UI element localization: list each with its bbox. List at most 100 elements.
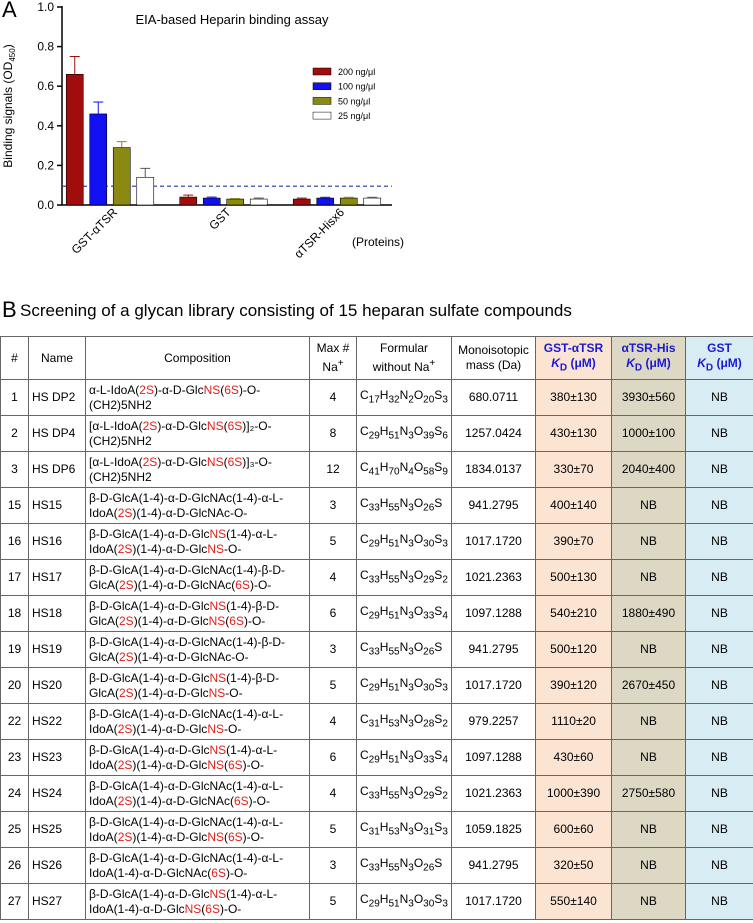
id-cell: 17 (0, 559, 29, 596)
kd-cell: 2750±580 (611, 775, 686, 812)
formula-count: 9 (442, 466, 448, 478)
formula-cell: C29H51N3O30S3 (356, 883, 452, 920)
formula-element: O (413, 891, 424, 906)
max-na-cell: 6 (309, 595, 357, 632)
formula-element: C (360, 639, 369, 654)
formula-count: 30 (423, 898, 435, 910)
mass-cell: 1059.1825 (451, 811, 536, 848)
header-sub: D (634, 362, 643, 374)
composition-text: (1-4)-α-L-IdoA( (89, 742, 278, 772)
formula-element: C (360, 855, 369, 870)
sulfation: 6S (224, 382, 239, 397)
composition-cell: β-D-GlcA(1-4)-α-D-GlcNS(1-4)-β-D-GlcA(2S… (85, 595, 310, 632)
formula-count: 26 (423, 646, 435, 658)
composition-text: )(1-4)-α-D-Glc (132, 541, 208, 556)
x-tick-label: αTSR-Hisx6 (291, 205, 347, 261)
mass-cell: 1021.2363 (451, 775, 536, 812)
kd-cell: 2040±400 (611, 451, 686, 488)
composition-text: β-D-GlcA(1-4)-α-D-Glc (89, 526, 210, 541)
id-cell: 18 (0, 595, 29, 632)
formula-element: O (413, 423, 424, 438)
sulfation: 2S (119, 577, 134, 592)
sulfation: 2S (142, 454, 158, 469)
sulfation: NS (208, 685, 226, 700)
composition-text: )]₃-O-(CH2)5NH2 (89, 454, 272, 484)
formula-count: 3 (442, 898, 448, 910)
formula-element: H (379, 567, 389, 582)
table-row: 20 HS20 β-D-GlcA(1-4)-α-D-GlcNS(1-4)-β-D-G… (0, 667, 753, 704)
composition-text: )(1-4)-α-D-Glc (132, 721, 208, 736)
formula-element: S (434, 675, 443, 690)
formula-element: H (379, 747, 389, 762)
composition-text: )(1-4)-α-D-GlcNAc( (132, 793, 234, 808)
id-cell: 2 (0, 415, 29, 452)
table-row: 27 HS27 β-D-GlcA(1-4)-α-D-GlcNS(1-4)-α-L-I… (0, 883, 753, 920)
header-cell: # (0, 336, 29, 380)
name-cell: HS25 (28, 811, 86, 848)
formula-count: 33 (368, 862, 380, 874)
formula-cell: C17H32N2O20S3 (356, 379, 452, 416)
max-na-cell: 8 (309, 415, 357, 452)
formula-element: C (360, 603, 369, 618)
sulfation: 2S (117, 829, 133, 844)
table: # Name Composition Max # Na+ Formular withou… (0, 336, 753, 920)
formula-element: C (360, 675, 369, 690)
name-cell: HS22 (28, 703, 86, 740)
formula-count: 3 (408, 430, 414, 442)
composition-cell: [α-L-IdoA(2S)-α-D-GlcNS(6S)]₃-O-(CH2)5NH… (85, 451, 310, 488)
y-tick-label: 0.2 (37, 158, 54, 172)
name-cell: HS18 (28, 595, 86, 632)
legend-label: 100 ng/μl (338, 82, 375, 92)
formula-count: 29 (368, 754, 380, 766)
formula-element: O (413, 495, 424, 510)
formula-count: 53 (388, 718, 400, 730)
kd-cell: 550±140 (535, 883, 612, 920)
sulfation: NS (203, 382, 221, 397)
kd-cell: NB (685, 451, 753, 488)
header-cell: GST KD (μM) (685, 336, 753, 380)
formula-count: 33 (368, 502, 380, 514)
mass-cell: 941.2795 (451, 631, 536, 668)
formula-element: N (399, 711, 409, 726)
formula-element: H (379, 495, 389, 510)
name-cell: HS DP6 (28, 451, 86, 488)
formula-count: 29 (368, 538, 380, 550)
bar (316, 197, 335, 206)
header-cell: Formular without Na+ (356, 336, 452, 380)
sulfation: 2S (119, 685, 134, 700)
sulfation: NS (184, 901, 202, 916)
error-bar (140, 167, 151, 178)
kd-cell: NB (611, 883, 686, 920)
header-cell: Max # Na+ (309, 336, 357, 380)
composition-text: )-O- (243, 613, 266, 628)
formula-element: N (399, 567, 409, 582)
composition-cell: β-D-GlcA(1-4)-α-D-GlcNAc(1-4)-β-D-GlcA(2… (85, 559, 310, 596)
formula-cell: C33H55N3O26S (356, 487, 452, 524)
kd-cell: 320±50 (535, 847, 612, 884)
error-bar (230, 197, 241, 200)
composition-text: β-D-GlcA(1-4)-α-D-GlcNAc(1-4)-α-L-IdoA( (89, 490, 284, 520)
sulfation: 6S (227, 418, 243, 433)
sulfation: 2S (142, 418, 158, 433)
formula-element: N (399, 495, 409, 510)
mass-cell: 979.2257 (451, 703, 536, 740)
formula-element: S (434, 891, 443, 906)
composition-text: ( (223, 757, 228, 772)
sulfation: 2S (117, 505, 133, 520)
mass-cell: 1834.0137 (451, 451, 536, 488)
composition-text: )(1-4)-α-D-GlcNAc( (133, 577, 236, 592)
name-cell: HS23 (28, 739, 86, 776)
formula-element: C (360, 891, 369, 906)
formula-element: O (413, 747, 424, 762)
sulfation: 6S (229, 613, 244, 628)
table-row: 17 HS17 β-D-GlcA(1-4)-α-D-GlcNAc(1-4)-β-D-… (0, 559, 753, 596)
kd-cell: 330±70 (535, 451, 612, 488)
composition-text: β-D-GlcA(1-4)-α-D-GlcNAc(1-4)-α-L-IdoA(1… (89, 850, 284, 880)
formula-cell: C29H51N3O33S4 (356, 595, 452, 632)
composition-text: (1-4)-β-D-GlcA( (89, 670, 280, 700)
formula-cell: C31H53N3O28S2 (356, 703, 452, 740)
kd-cell: 380±130 (535, 379, 612, 416)
formula-count: 32 (388, 394, 400, 406)
formula-count: 3 (442, 826, 448, 838)
